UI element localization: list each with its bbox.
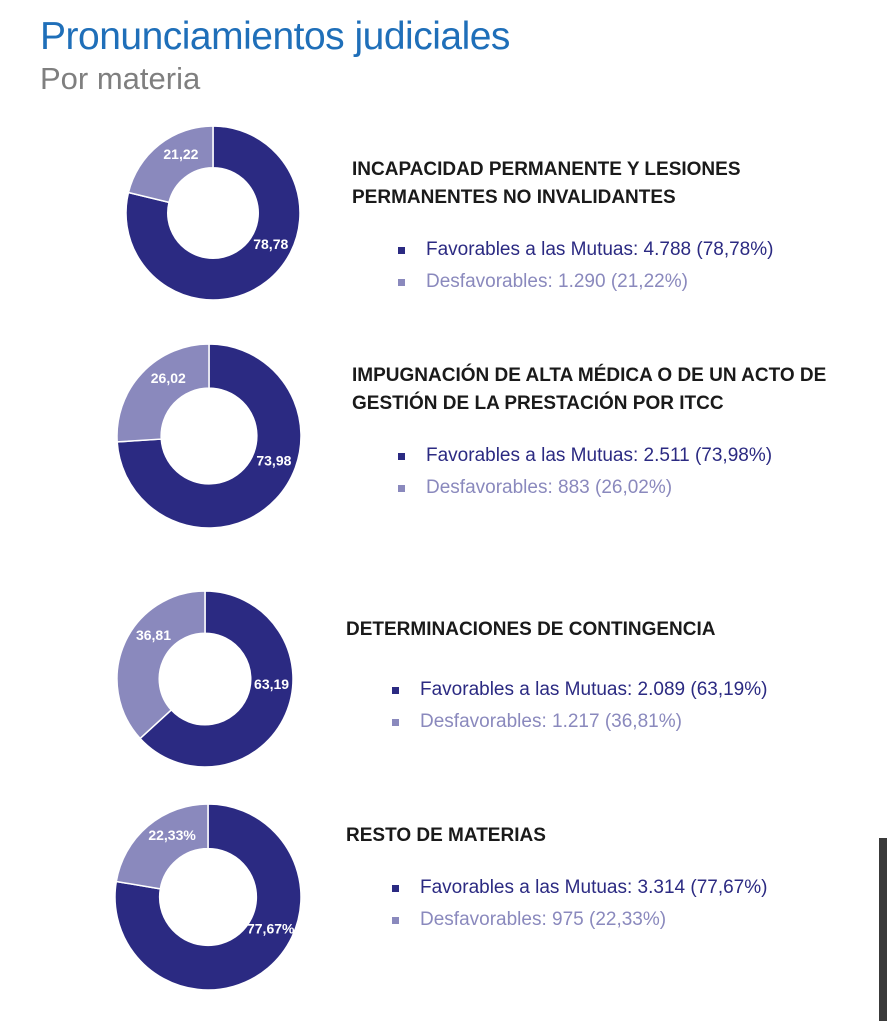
- legend-square-favorables: [398, 452, 405, 460]
- legend-square-desfavorables: [398, 278, 405, 286]
- donut-segment-desfavorables: [115, 803, 209, 890]
- panel-resto: RESTO DE MATERIAS Favorables a las Mutua…: [346, 822, 767, 936]
- donut-chart-resto: 77,67% 22,33%: [114, 803, 302, 991]
- donut-segment-favorables: [116, 343, 302, 529]
- legend-text: Favorables a las Mutuas: 2.511 (73,98%): [426, 445, 773, 466]
- legend-text: Favorables a las Mutuas: 4.788 (78,78%): [426, 239, 774, 260]
- chart-title-line: IMPUGNACIÓN DE ALTA MÉDICA O DE UN ACTO …: [352, 365, 827, 386]
- legend-square-favorables: [398, 246, 405, 254]
- chart-title-line: DETERMINACIONES DE CONTINGENCIA: [346, 619, 716, 640]
- legend-square-favorables: [392, 884, 399, 892]
- legend-item-desfavorables: Desfavorables: 1.290 (21,22%): [398, 266, 773, 298]
- legend-item-favorables: Favorables a las Mutuas: 2.089 (63,19%): [392, 674, 767, 706]
- donut-segment-favorables: [139, 590, 294, 768]
- legend-item-desfavorables: Desfavorables: 975 (22,33%): [392, 904, 767, 936]
- chart-title-line: RESTO DE MATERIAS: [346, 825, 546, 846]
- legend-item-favorables: Favorables a las Mutuas: 4.788 (78,78%): [398, 234, 773, 266]
- panel-incapacidad: INCAPACIDAD PERMANENTE Y LESIONES PERMAN…: [352, 156, 773, 298]
- chart-title-line: PERMANENTES NO INVALIDANTES: [352, 187, 676, 208]
- data-label-desfavorables: 26,02: [151, 370, 186, 386]
- legend-item-favorables: Favorables a las Mutuas: 3.314 (77,67%): [392, 872, 767, 904]
- chart-title: IMPUGNACIÓN DE ALTA MÉDICA O DE UN ACTO …: [352, 362, 826, 418]
- legend-text: Desfavorables: 1.217 (36,81%): [420, 711, 682, 732]
- donut-segment-favorables: [114, 803, 302, 991]
- donut-segment-desfavorables: [116, 590, 206, 740]
- data-label-favorables: 78,78: [253, 236, 288, 252]
- chart-title: INCAPACIDAD PERMANENTE Y LESIONES PERMAN…: [352, 156, 773, 212]
- donut-chart-contingencia: 63,19 36,81: [116, 590, 294, 768]
- donut-segment-favorables: [125, 125, 301, 301]
- legend-text: Desfavorables: 975 (22,33%): [420, 909, 667, 930]
- chart-title: RESTO DE MATERIAS: [346, 822, 767, 850]
- edge-bar: [879, 838, 887, 1021]
- legend-text: Desfavorables: 883 (26,02%): [426, 477, 673, 498]
- legend-item-desfavorables: Desfavorables: 1.217 (36,81%): [392, 706, 767, 738]
- legend-square-desfavorables: [392, 718, 399, 726]
- legend-square-desfavorables: [392, 916, 399, 924]
- data-label-favorables: 73,98: [256, 453, 291, 469]
- donut-segment-desfavorables: [127, 125, 214, 204]
- donut-chart-incapacidad: 78,78 21,22: [125, 125, 301, 301]
- panel-impugnacion: IMPUGNACIÓN DE ALTA MÉDICA O DE UN ACTO …: [352, 362, 826, 504]
- panel-contingencia: DETERMINACIONES DE CONTINGENCIA Favorabl…: [346, 616, 767, 738]
- donut-chart-impugnacion: 73,98 26,02: [116, 343, 302, 529]
- data-label-desfavorables: 36,81: [136, 627, 171, 643]
- data-label-desfavorables: 21,22: [163, 146, 198, 162]
- legend-text: Favorables a las Mutuas: 3.314 (77,67%): [420, 877, 768, 898]
- data-label-desfavorables: 22,33%: [148, 827, 196, 843]
- page-subtitle: Por materia: [40, 61, 201, 96]
- legend-text: Favorables a las Mutuas: 2.089 (63,19%): [420, 679, 768, 700]
- data-label-favorables: 77,67%: [247, 920, 295, 936]
- legend-item-desfavorables: Desfavorables: 883 (26,02%): [398, 472, 826, 504]
- legend-square-favorables: [392, 686, 399, 694]
- legend-item-favorables: Favorables a las Mutuas: 2.511 (73,98%): [398, 440, 826, 472]
- legend-text: Desfavorables: 1.290 (21,22%): [426, 271, 688, 292]
- donut-segment-desfavorables: [116, 343, 210, 443]
- chart-title-line: GESTIÓN DE LA PRESTACIÓN POR ITCC: [352, 393, 724, 414]
- page-title: Pronunciamientos judiciales: [40, 15, 510, 58]
- legend-square-desfavorables: [398, 484, 405, 492]
- chart-title-line: INCAPACIDAD PERMANENTE Y LESIONES: [352, 159, 741, 180]
- chart-title: DETERMINACIONES DE CONTINGENCIA: [346, 616, 767, 644]
- data-label-favorables: 63,19: [254, 676, 289, 692]
